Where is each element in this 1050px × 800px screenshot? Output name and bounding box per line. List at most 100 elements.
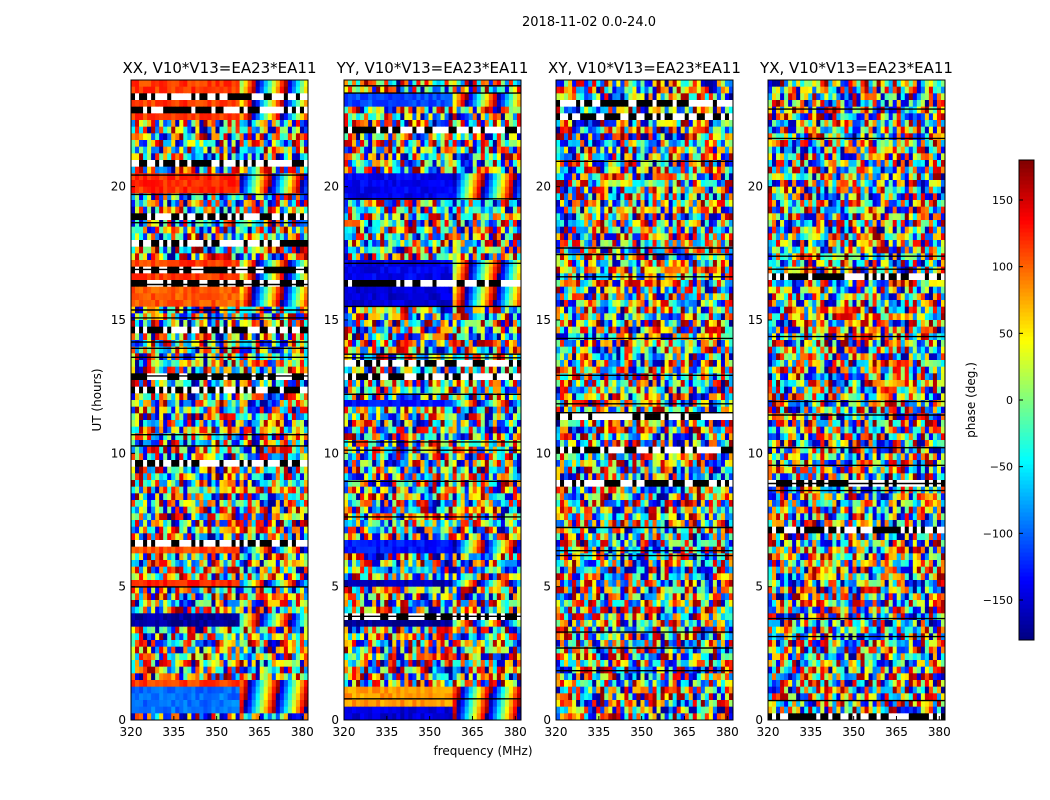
- colorbar-swatch: [1019, 332, 1034, 337]
- x-tick-label: 380: [504, 725, 527, 739]
- panel-0: XX, V10*V13=EA23*EA11 320 335 350 365 380 0 5 10…: [111, 59, 317, 739]
- colorbar-swatch: [1019, 392, 1034, 397]
- panel-title: YX, V10*V13=EA23*EA11: [759, 59, 953, 77]
- colorbar-swatch: [1019, 380, 1034, 385]
- y-axis-label: UT (hours): [90, 368, 104, 431]
- colorbar-swatch: [1019, 280, 1034, 285]
- colorbar-tick-label: 0: [1006, 394, 1013, 407]
- colorbar-swatch: [1019, 596, 1034, 601]
- colorbar-swatch: [1019, 372, 1034, 377]
- colorbar-swatch: [1019, 456, 1034, 461]
- colorbar-swatch: [1019, 408, 1034, 413]
- colorbar-swatch: [1019, 284, 1034, 289]
- y-tick-label: 20: [748, 180, 763, 194]
- colorbar-tick-label: 100: [992, 261, 1013, 274]
- colorbar-swatch: [1019, 532, 1034, 537]
- colorbar-swatch: [1019, 536, 1034, 541]
- colorbar-swatch: [1019, 340, 1034, 345]
- x-tick-label: 380: [291, 725, 314, 739]
- colorbar-swatch: [1019, 288, 1034, 293]
- colorbar-swatch: [1019, 440, 1034, 445]
- colorbar-swatch: [1019, 252, 1034, 257]
- colorbar-swatch: [1019, 228, 1034, 233]
- colorbar-tick-label: 50: [999, 327, 1013, 340]
- colorbar-label: phase (deg.): [964, 362, 978, 438]
- colorbar-swatch: [1019, 492, 1034, 497]
- colorbar-swatch: [1019, 400, 1034, 405]
- y-tick-label: 15: [111, 313, 126, 327]
- colorbar-swatch: [1019, 424, 1034, 429]
- colorbar-swatch: [1019, 360, 1034, 365]
- colorbar-swatch: [1019, 604, 1034, 609]
- colorbar-tick-label: −150: [983, 594, 1013, 607]
- x-tick-label: 320: [120, 725, 143, 739]
- colorbar-swatch: [1019, 220, 1034, 225]
- colorbar-tick-label: −50: [990, 461, 1013, 474]
- colorbar-swatch: [1019, 584, 1034, 589]
- y-tick-label: 5: [755, 580, 763, 594]
- colorbar-swatch: [1019, 160, 1034, 165]
- colorbar-swatch: [1019, 212, 1034, 217]
- x-tick-label: 320: [757, 725, 780, 739]
- colorbar-swatch: [1019, 200, 1034, 205]
- y-tick-label: 0: [331, 713, 339, 727]
- colorbar-swatch: [1019, 292, 1034, 297]
- x-tick-label: 320: [545, 725, 568, 739]
- colorbar-swatch: [1019, 316, 1034, 321]
- colorbar-swatch: [1019, 276, 1034, 281]
- panel-title: XY, V10*V13=EA23*EA11: [548, 59, 741, 77]
- colorbar: 150 100 50 0 −50 −100 −150: [983, 159, 1035, 641]
- colorbar-swatch: [1019, 164, 1034, 169]
- y-tick-label: 15: [536, 313, 551, 327]
- x-tick-label: 350: [205, 725, 228, 739]
- panel-2: XY, V10*V13=EA23*EA11 320 335 350 365 380 0 5 10…: [536, 59, 741, 739]
- colorbar-swatch: [1019, 468, 1034, 473]
- colorbar-swatch: [1019, 172, 1034, 177]
- colorbar-swatch: [1019, 500, 1034, 505]
- colorbar-swatch: [1019, 336, 1034, 341]
- colorbar-swatch: [1019, 368, 1034, 373]
- x-tick-label: 350: [630, 725, 653, 739]
- colorbar-swatch: [1019, 232, 1034, 237]
- colorbar-swatch: [1019, 436, 1034, 441]
- colorbar-swatch: [1019, 472, 1034, 477]
- colorbar-swatch: [1019, 216, 1034, 221]
- colorbar-swatch: [1019, 484, 1034, 489]
- y-tick-label: 10: [536, 446, 551, 460]
- y-tick-label: 10: [324, 446, 339, 460]
- x-tick-label: 380: [716, 725, 739, 739]
- colorbar-swatch: [1019, 208, 1034, 213]
- panel-1: YY, V10*V13=EA23*EA11 320 335 350 365 380 0 5 10…: [324, 59, 529, 739]
- colorbar-swatch: [1019, 432, 1034, 437]
- colorbar-swatch: [1019, 628, 1034, 633]
- panel-frame: [343, 79, 522, 721]
- colorbar-swatch: [1019, 180, 1034, 185]
- panel-frame: [767, 79, 946, 721]
- colorbar-swatch: [1019, 344, 1034, 349]
- colorbar-swatch: [1019, 520, 1034, 525]
- colorbar-swatch: [1019, 464, 1034, 469]
- x-tick-label: 335: [375, 725, 398, 739]
- y-tick-label: 0: [543, 713, 551, 727]
- colorbar-swatch: [1019, 196, 1034, 201]
- colorbar-swatch: [1019, 516, 1034, 521]
- colorbar-swatch: [1019, 568, 1034, 573]
- x-tick-label: 350: [842, 725, 865, 739]
- y-tick-label: 20: [111, 180, 126, 194]
- colorbar-swatch: [1019, 476, 1034, 481]
- colorbar-swatch: [1019, 256, 1034, 261]
- colorbar-swatch: [1019, 548, 1034, 553]
- colorbar-swatch: [1019, 224, 1034, 229]
- colorbar-swatch: [1019, 488, 1034, 493]
- y-tick-label: 15: [748, 313, 763, 327]
- y-tick-label: 5: [331, 580, 339, 594]
- colorbar-swatch: [1019, 528, 1034, 533]
- colorbar-swatch: [1019, 420, 1034, 425]
- colorbar-swatch: [1019, 496, 1034, 501]
- colorbar-swatch: [1019, 304, 1034, 309]
- colorbar-swatch: [1019, 384, 1034, 389]
- panel-title: YY, V10*V13=EA23*EA11: [336, 59, 529, 77]
- colorbar-swatch: [1019, 272, 1034, 277]
- y-tick-label: 5: [118, 580, 126, 594]
- x-tick-label: 320: [333, 725, 356, 739]
